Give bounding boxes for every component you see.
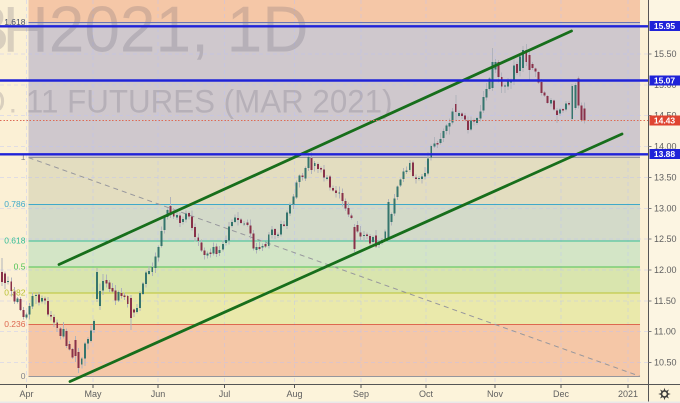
svg-text:11.00: 11.00 (654, 327, 676, 337)
svg-text:0.236: 0.236 (4, 319, 26, 329)
svg-text:1: 1 (21, 152, 26, 162)
svg-text:2021: 2021 (618, 389, 638, 399)
svg-text:14.00: 14.00 (654, 142, 677, 152)
svg-text:H2021, 1D: H2021, 1D (3, 0, 309, 66)
svg-text:Oct: Oct (419, 389, 434, 399)
svg-text:15.50: 15.50 (654, 49, 677, 59)
svg-text:10.50: 10.50 (654, 358, 677, 368)
svg-text:15.07: 15.07 (654, 75, 676, 85)
svg-text:1.618: 1.618 (4, 17, 26, 27)
svg-text:O: O (0, 84, 6, 120)
svg-text:15.95: 15.95 (654, 21, 676, 31)
svg-text:Dec: Dec (553, 389, 570, 399)
svg-text:13.50: 13.50 (654, 172, 677, 182)
svg-text:0.786: 0.786 (4, 199, 26, 209)
svg-text:May: May (84, 389, 102, 399)
svg-text:13.00: 13.00 (654, 203, 677, 213)
svg-text:11.50: 11.50 (654, 296, 676, 306)
svg-text:Jul: Jul (219, 389, 231, 399)
svg-text:Jun: Jun (151, 389, 166, 399)
svg-text:14.43: 14.43 (654, 116, 676, 126)
svg-text:0.618: 0.618 (4, 236, 26, 246)
svg-text:0.5: 0.5 (14, 261, 26, 271)
svg-text:B: B (0, 0, 9, 66)
svg-text:. 11 FUTURES (MAR 2021): . 11 FUTURES (MAR 2021) (9, 84, 393, 120)
svg-text:Sep: Sep (353, 389, 369, 399)
svg-text:Aug: Aug (286, 389, 302, 399)
svg-text:12.50: 12.50 (654, 234, 677, 244)
svg-text:Nov: Nov (487, 389, 504, 399)
svg-text:12.00: 12.00 (654, 265, 677, 275)
svg-text:13.88: 13.88 (654, 149, 676, 159)
svg-text:Apr: Apr (19, 389, 33, 399)
svg-text:0: 0 (21, 371, 26, 381)
